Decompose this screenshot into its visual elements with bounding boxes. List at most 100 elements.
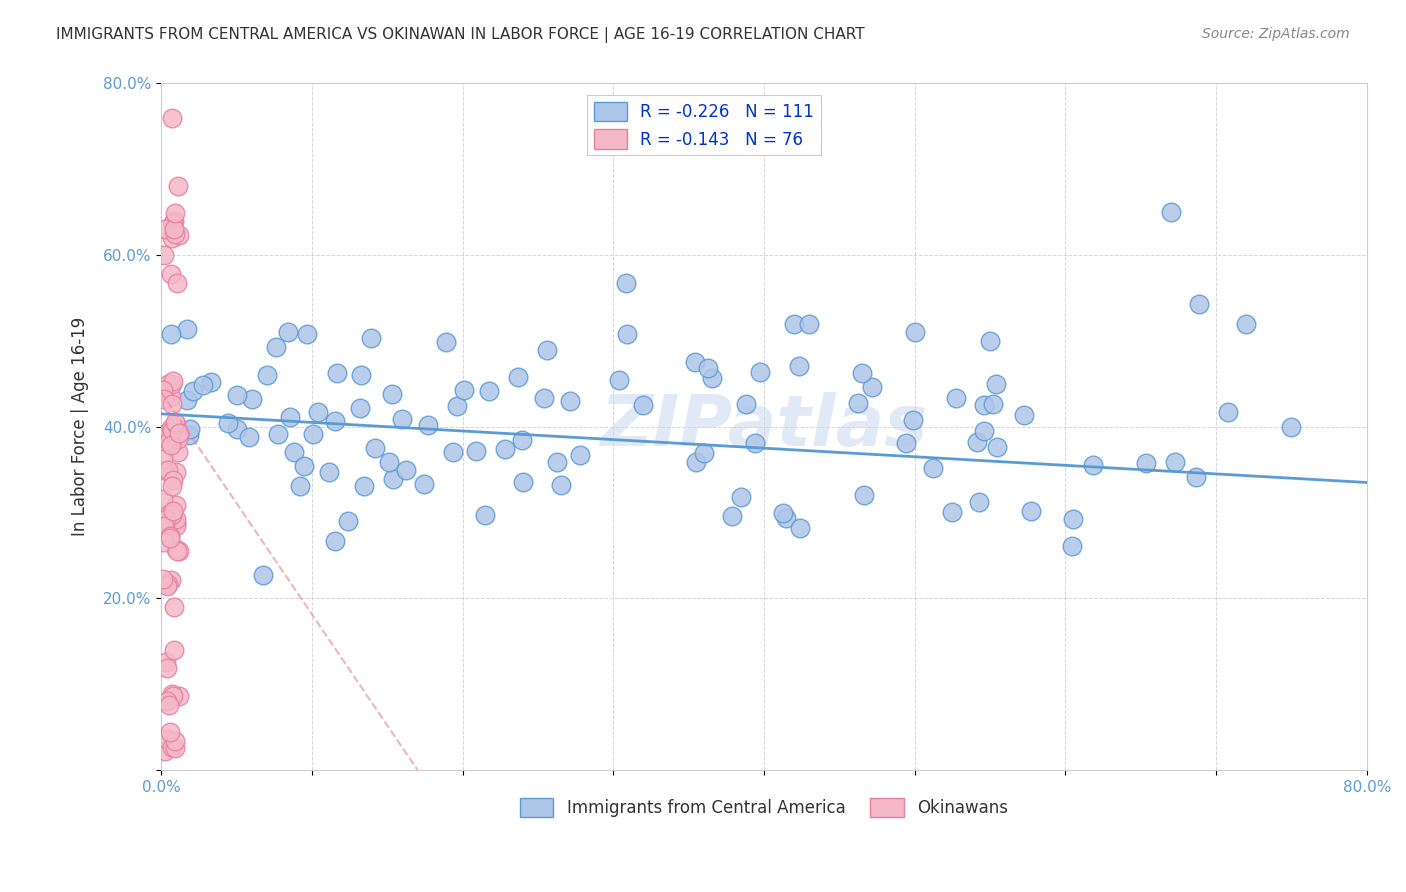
Point [162, 374, 184, 388]
Point [307, 405, 329, 419]
Point [292, 458, 315, 473]
Point [350, 368, 373, 382]
Point [789, 521, 811, 535]
Point [152, 383, 174, 397]
Point [162, 512, 184, 526]
Point [162, 216, 184, 230]
Point [160, 397, 183, 411]
Point [510, 433, 533, 447]
Point [381, 472, 404, 486]
Point [860, 380, 883, 394]
Point [295, 326, 318, 341]
Point [225, 388, 247, 402]
Point [160, 391, 183, 405]
Point [478, 384, 501, 398]
Point [163, 424, 186, 438]
Point [1160, 205, 1182, 219]
Point [283, 444, 305, 458]
Point [165, 734, 187, 748]
Point [163, 599, 186, 614]
Point [162, 689, 184, 703]
Point [159, 528, 181, 542]
Point [609, 373, 631, 387]
Point [157, 698, 180, 712]
Point [775, 511, 797, 525]
Point [787, 359, 810, 374]
Point [238, 430, 260, 444]
Point [193, 377, 215, 392]
Point [693, 446, 716, 460]
Text: Source: ZipAtlas.com: Source: ZipAtlas.com [1202, 27, 1350, 41]
Point [616, 326, 638, 341]
Point [734, 397, 756, 411]
Point [973, 399, 995, 413]
Point [1281, 419, 1303, 434]
Point [685, 355, 707, 369]
Point [749, 365, 772, 379]
Point [278, 409, 301, 424]
Point [163, 221, 186, 235]
Point [157, 507, 180, 521]
Point [353, 478, 375, 492]
Point [152, 519, 174, 533]
Point [614, 277, 637, 291]
Point [167, 179, 190, 194]
Point [166, 276, 188, 290]
Point [165, 465, 187, 479]
Point [225, 422, 247, 436]
Point [1135, 456, 1157, 470]
Point [945, 392, 967, 406]
Point [730, 491, 752, 505]
Point [1021, 504, 1043, 518]
Point [179, 421, 201, 435]
Point [163, 643, 186, 657]
Point [156, 731, 179, 746]
Point [163, 213, 186, 227]
Point [1184, 469, 1206, 483]
Point [979, 334, 1001, 348]
Point [163, 415, 186, 429]
Point [685, 455, 707, 469]
Point [156, 463, 179, 477]
Point [922, 461, 945, 475]
Point [163, 206, 186, 220]
Point [508, 370, 530, 384]
Point [162, 474, 184, 488]
Point [153, 534, 176, 549]
Point [160, 267, 183, 281]
Point [323, 533, 346, 548]
Point [364, 441, 387, 455]
Point [155, 655, 177, 669]
Point [1188, 297, 1211, 311]
Point [901, 413, 924, 427]
Point [153, 520, 176, 534]
Point [267, 426, 290, 441]
Point [160, 740, 183, 755]
Point [446, 399, 468, 413]
Point [256, 368, 278, 383]
Point [391, 411, 413, 425]
Point [494, 442, 516, 456]
Point [697, 360, 720, 375]
Point [772, 506, 794, 520]
Point [153, 392, 176, 407]
Point [181, 384, 204, 398]
Point [443, 444, 465, 458]
Point [166, 425, 188, 440]
Point [159, 531, 181, 545]
Point [160, 687, 183, 701]
Y-axis label: In Labor Force | Age 16-19: In Labor Force | Age 16-19 [72, 317, 89, 536]
Point [167, 445, 190, 459]
Point [159, 438, 181, 452]
Point [153, 463, 176, 477]
Point [155, 744, 177, 758]
Point [166, 543, 188, 558]
Point [217, 417, 239, 431]
Point [166, 512, 188, 526]
Point [176, 393, 198, 408]
Point [252, 567, 274, 582]
Point [412, 477, 434, 491]
Point [465, 443, 488, 458]
Point [165, 227, 187, 241]
Point [157, 377, 180, 392]
